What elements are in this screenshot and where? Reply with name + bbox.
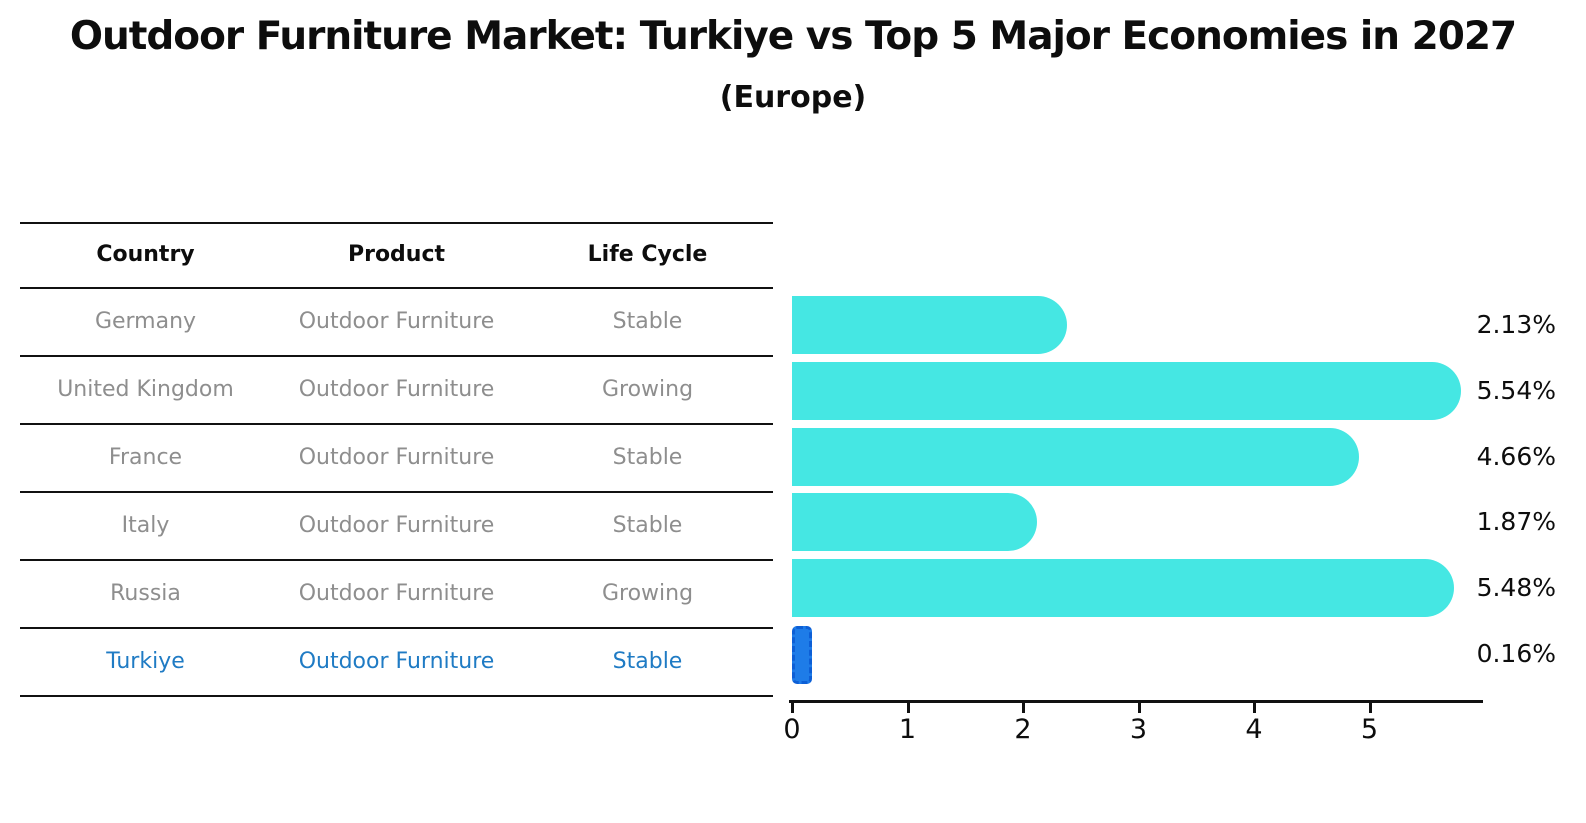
bar-value-label: 1.87% xyxy=(1476,507,1556,537)
bar-russia xyxy=(792,559,1454,618)
cell-country: Turkiye xyxy=(106,648,185,674)
bar-value-label: 4.66% xyxy=(1476,441,1556,471)
x-axis-tick-label: 1 xyxy=(898,714,917,745)
cell-country: Russia xyxy=(110,580,181,606)
table-header-row: Country Product Life Cycle xyxy=(20,224,773,289)
bar-value-label: 5.48% xyxy=(1476,573,1556,603)
table-row-russia: Russia Outdoor Furniture Growing xyxy=(20,561,773,629)
cell-life-cycle: Stable xyxy=(612,444,683,470)
chart-subtitle: (Europe) xyxy=(719,80,867,115)
table-row-italy: Italy Outdoor Furniture Stable xyxy=(20,493,773,561)
table-row-germany: Germany Outdoor Furniture Stable xyxy=(20,289,773,357)
x-axis-tick-label: 4 xyxy=(1245,714,1263,745)
chart-title: Outdoor Furniture Market: Turkiye vs Top… xyxy=(69,14,1517,59)
x-axis-tick-label: 2 xyxy=(1014,714,1032,745)
x-axis-tick xyxy=(1022,703,1025,713)
cell-product: Outdoor Furniture xyxy=(298,648,495,674)
table-row-turkiye: Turkiye Outdoor Furniture Stable xyxy=(20,629,773,697)
x-axis-tick xyxy=(1368,703,1372,713)
cell-product: Outdoor Furniture xyxy=(298,512,495,538)
x-axis-tick-label: 5 xyxy=(1360,714,1379,745)
cell-product: Outdoor Furniture xyxy=(298,376,495,402)
x-axis-tick-label: 3 xyxy=(1129,714,1148,745)
column-header-product: Product xyxy=(347,242,446,268)
bar-value-label: 0.16% xyxy=(1476,639,1556,668)
cell-country: Germany xyxy=(94,308,197,334)
cell-country: France xyxy=(108,444,183,470)
x-axis-tick xyxy=(1137,703,1141,713)
cell-product: Outdoor Furniture xyxy=(298,580,495,606)
bar-turkiye xyxy=(792,626,813,684)
cell-life-cycle: Stable xyxy=(612,648,683,674)
bar-germany xyxy=(792,296,1067,354)
bar-united-kingdom xyxy=(792,361,1461,420)
cell-product: Outdoor Furniture xyxy=(298,444,495,470)
bar-italy xyxy=(792,493,1037,552)
cell-country: Italy xyxy=(121,512,170,538)
column-header-country: Country xyxy=(96,242,195,268)
table-row-france: France Outdoor Furniture Stable xyxy=(20,425,773,493)
column-header-life-cycle: Life Cycle xyxy=(587,242,708,268)
x-axis-tick xyxy=(791,703,794,713)
x-axis-tick xyxy=(906,703,910,713)
x-axis-tick xyxy=(1253,703,1256,713)
cell-life-cycle: Stable xyxy=(612,512,683,538)
cell-life-cycle: Growing xyxy=(601,376,694,402)
cell-product: Outdoor Furniture xyxy=(298,308,495,334)
bar-value-label: 2.13% xyxy=(1476,310,1556,339)
table-row-united-kingdom: United Kingdom Outdoor Furniture Growing xyxy=(20,357,773,425)
summary-table: Country Product Life Cycle Germany Outdo… xyxy=(20,222,773,697)
x-axis-tick-label: 0 xyxy=(783,714,801,745)
cell-country: United Kingdom xyxy=(57,376,234,402)
bar-value-label: 5.54% xyxy=(1476,375,1556,405)
x-axis-line xyxy=(789,700,1483,703)
cell-life-cycle: Stable xyxy=(612,308,683,334)
bar-france xyxy=(792,427,1360,486)
cell-life-cycle: Growing xyxy=(601,580,694,606)
